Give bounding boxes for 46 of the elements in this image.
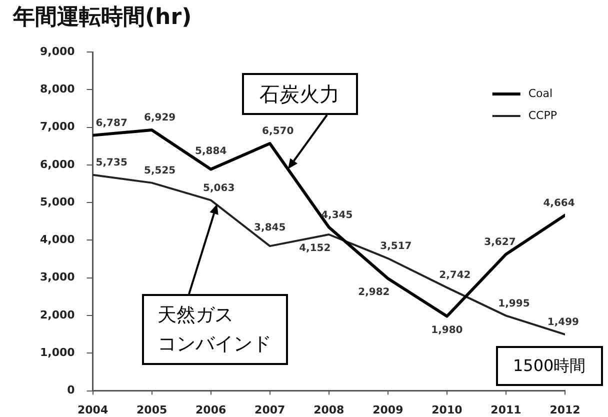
- y-tick-label: 9,000: [40, 44, 76, 58]
- text-frame: 石炭火力: [242, 72, 358, 115]
- data-label: 5,884: [195, 146, 227, 157]
- data-label: 4,345: [321, 210, 353, 221]
- text-frame: 天然ガスコンバインド: [142, 294, 288, 366]
- y-tick-label: 8,000: [40, 82, 76, 96]
- x-tick-label: 2009: [372, 403, 404, 416]
- x-tick-label: 2005: [136, 403, 168, 416]
- y-tick-label: 1,000: [40, 346, 76, 360]
- data-label: 4,664: [543, 198, 575, 209]
- data-label: 6,570: [262, 126, 294, 138]
- legend-label: CCPP: [528, 108, 558, 122]
- x-tick-label: 2011: [490, 403, 522, 416]
- data-label: 2,742: [439, 270, 471, 282]
- data-label: 5,525: [144, 165, 176, 176]
- x-tick-label: 2010: [432, 403, 463, 416]
- data-label: 4,152: [299, 243, 331, 254]
- data-label: 1,980: [431, 324, 463, 336]
- y-tick-label: 2,000: [40, 308, 76, 322]
- text-frame: 1500時間: [496, 346, 603, 386]
- data-label: 6,787: [96, 118, 128, 129]
- data-label: 1,995: [498, 298, 530, 310]
- chart-title: 年間運転時間(hr): [13, 4, 192, 32]
- x-tick-label: 2007: [254, 403, 286, 416]
- data-label: 3,517: [380, 241, 412, 252]
- x-tick-label: 2012: [550, 403, 580, 416]
- data-label: 5,735: [96, 158, 128, 169]
- annotation: 天然ガスコンバインド: [158, 304, 272, 355]
- data-label: 3,845: [254, 222, 286, 234]
- y-tick-label: 7,000: [40, 120, 76, 134]
- y-tick-label: 3,000: [40, 270, 76, 284]
- annotation: 1500時間: [513, 356, 586, 375]
- y-tick-label: 5,000: [40, 195, 76, 208]
- x-tick-label: 2004: [77, 403, 108, 416]
- legend-label: Coal: [528, 86, 553, 100]
- annotation: 石炭火力: [260, 82, 340, 106]
- data-label: 6,929: [144, 112, 176, 124]
- data-label: 2,982: [358, 287, 390, 298]
- y-tick-label: 0: [67, 384, 76, 397]
- data-label: 1,499: [547, 316, 580, 328]
- y-tick-label: 6,000: [40, 158, 76, 171]
- y-tick-label: 4,000: [40, 233, 76, 246]
- data-label: 3,627: [484, 236, 516, 248]
- x-tick-label: 2006: [196, 403, 226, 416]
- x-tick-label: 2008: [314, 403, 344, 416]
- data-label: 5,063: [203, 182, 235, 194]
